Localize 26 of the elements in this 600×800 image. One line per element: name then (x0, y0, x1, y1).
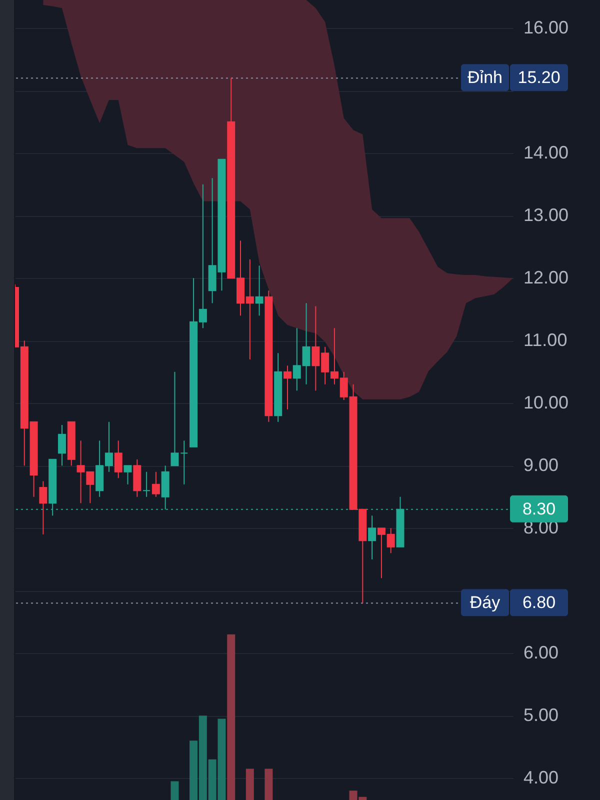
candlestick (255, 265, 264, 316)
text: 8.30 (522, 499, 556, 518)
y-tick-label: 6.00 (524, 642, 559, 663)
candlestick (114, 440, 122, 479)
candlestick (58, 424, 66, 466)
text: 15.20 (518, 68, 560, 88)
candlestick (170, 371, 179, 466)
candlestick (152, 471, 160, 498)
candlestick (124, 465, 132, 485)
y-tick-label: 12.00 (524, 268, 569, 288)
y-tick-label: 13.00 (524, 205, 569, 226)
y-tick-label: 10.00 (524, 392, 569, 413)
y-tick-label: 9.00 (524, 455, 559, 476)
y-tick-label: 16.00 (524, 18, 569, 38)
y-tick-label: 11.00 (524, 330, 568, 350)
y-tick-label: 4.00 (524, 768, 559, 788)
y-tick-label: 14.00 (524, 142, 569, 163)
ref-line-label: Đỉnh (468, 68, 502, 88)
text: 6.80 (522, 593, 556, 612)
candlestick (283, 365, 292, 410)
ref-line-label: Đáy (470, 593, 501, 612)
candlestick (142, 471, 151, 498)
candlestick (180, 440, 188, 485)
candlestick (39, 480, 48, 535)
candlestick (368, 515, 376, 560)
y-tick-label: 5.00 (524, 705, 559, 726)
